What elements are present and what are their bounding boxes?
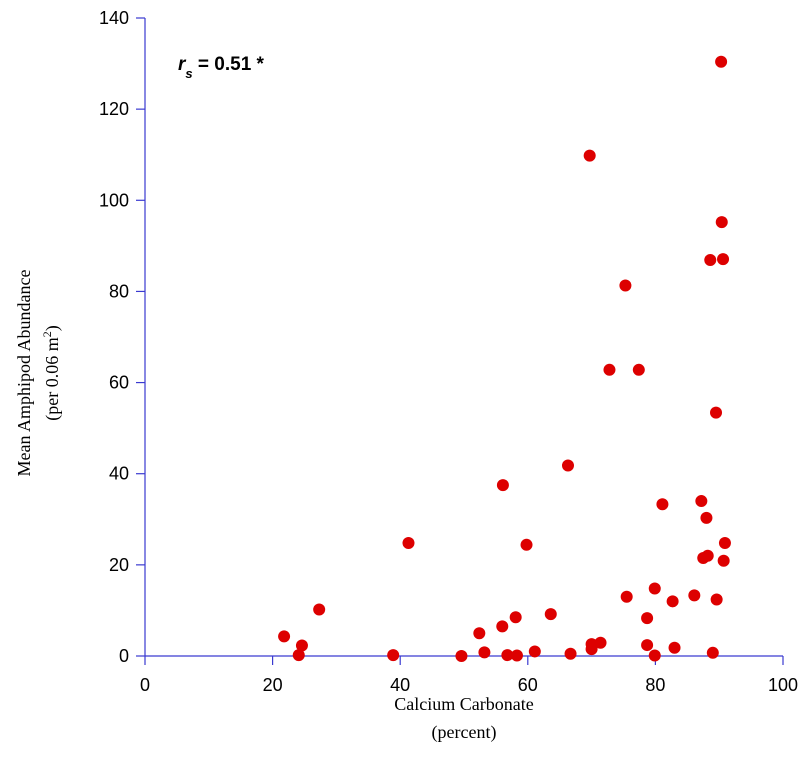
data-points bbox=[278, 55, 731, 662]
data-point bbox=[496, 479, 509, 492]
y-axis-subtitle: (per 0.06 m2) bbox=[40, 325, 63, 420]
data-point bbox=[509, 611, 522, 624]
data-point bbox=[718, 536, 731, 549]
y-tick-label: 0 bbox=[119, 646, 129, 666]
x-tick-label: 20 bbox=[263, 675, 283, 695]
data-point bbox=[544, 608, 557, 621]
correlation-annotation: rs = 0.51 * bbox=[178, 54, 265, 81]
data-point bbox=[641, 639, 654, 652]
x-tick-label: 40 bbox=[390, 675, 410, 695]
x-axis-title: Calcium Carbonate bbox=[394, 694, 533, 714]
data-point bbox=[632, 363, 645, 376]
y-tick-label: 20 bbox=[109, 555, 129, 575]
data-point bbox=[510, 649, 523, 662]
data-point bbox=[295, 639, 308, 652]
data-point bbox=[620, 590, 633, 603]
data-point bbox=[387, 649, 400, 662]
data-point bbox=[561, 459, 574, 472]
data-point bbox=[583, 149, 596, 162]
x-tick-label: 60 bbox=[518, 675, 538, 695]
data-point bbox=[717, 554, 730, 567]
data-point bbox=[594, 636, 607, 649]
data-point bbox=[648, 582, 661, 595]
y-axis-title: Mean Amphipod Abundance bbox=[14, 270, 34, 477]
y-tick-label: 80 bbox=[109, 281, 129, 301]
data-point bbox=[520, 538, 533, 551]
axes: 0 20 40 60 80 100 0 20 40 60 80 100 120 140 bbox=[99, 8, 798, 695]
data-point bbox=[292, 649, 305, 662]
data-point bbox=[717, 253, 730, 266]
data-point bbox=[715, 55, 728, 68]
x-tick-label: 0 bbox=[140, 675, 150, 695]
data-point bbox=[704, 253, 717, 266]
data-point bbox=[710, 593, 723, 606]
data-point bbox=[648, 649, 661, 662]
y-tick-label: 40 bbox=[109, 464, 129, 484]
data-point bbox=[666, 595, 679, 608]
data-point bbox=[701, 549, 714, 562]
annotation-subscript: s bbox=[185, 66, 192, 81]
y-tick-label: 100 bbox=[99, 190, 129, 210]
data-point bbox=[473, 627, 486, 640]
data-point bbox=[641, 612, 654, 625]
y-tick-label: 120 bbox=[99, 99, 129, 119]
data-point bbox=[619, 279, 632, 292]
data-point bbox=[585, 643, 598, 656]
x-axis-subtitle: (percent) bbox=[432, 722, 497, 743]
y-axis-subtitle-text: (per 0.06 m bbox=[42, 337, 63, 420]
data-point bbox=[695, 495, 708, 508]
data-point bbox=[496, 620, 509, 633]
data-point bbox=[501, 649, 514, 662]
annotation-value: = 0.51 * bbox=[193, 54, 265, 75]
data-point bbox=[710, 406, 723, 419]
x-tick-label: 80 bbox=[645, 675, 665, 695]
data-point bbox=[715, 216, 728, 229]
x-tick-label: 100 bbox=[768, 675, 798, 695]
data-point bbox=[668, 641, 681, 654]
data-point bbox=[706, 646, 719, 659]
y-tick-label: 140 bbox=[99, 8, 129, 28]
data-point bbox=[455, 650, 468, 662]
data-point bbox=[402, 536, 415, 549]
data-point bbox=[656, 498, 669, 511]
data-point bbox=[478, 646, 491, 659]
data-point bbox=[313, 603, 326, 616]
y-axis-subtitle-close: ) bbox=[42, 325, 63, 331]
y-tick-label: 60 bbox=[109, 373, 129, 393]
annotation-r: r bbox=[178, 54, 187, 75]
data-point bbox=[603, 363, 616, 376]
data-point bbox=[528, 645, 541, 658]
data-point bbox=[700, 511, 713, 524]
y-axis-superscript: 2 bbox=[40, 331, 54, 337]
data-point bbox=[564, 647, 577, 660]
data-point bbox=[278, 630, 291, 643]
data-point bbox=[688, 589, 701, 602]
